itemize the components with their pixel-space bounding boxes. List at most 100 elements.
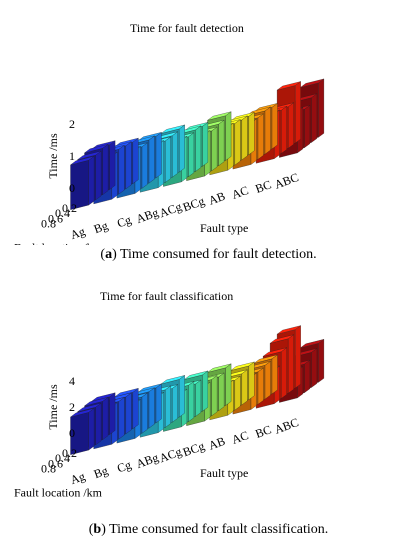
- bar-side-face: [172, 384, 178, 423]
- z-axis-label: Time /ms: [46, 133, 60, 179]
- bar-side-face: [248, 112, 255, 155]
- fault-type-tick-label: Bg: [92, 218, 110, 236]
- bar-side-face: [234, 375, 241, 411]
- bar-side-face: [155, 383, 162, 424]
- classification-chart: Time for fault classification 0 2 4 Time /m…: [14, 289, 325, 500]
- fault-type-tick-label: AC: [230, 183, 250, 202]
- bar-side-face: [318, 78, 325, 138]
- bar-side-face: [218, 119, 225, 166]
- bar-side-face: [304, 359, 311, 393]
- bar-top-face: [77, 150, 102, 160]
- bar-top-face: [253, 354, 278, 364]
- bar-side-face: [202, 122, 209, 167]
- bar-side-face: [264, 106, 271, 155]
- chart-title: Time for fault classification: [100, 289, 233, 303]
- location-tick-label: 0.6: [48, 456, 63, 470]
- bar-side-face: [271, 103, 278, 150]
- bar-side-face: [318, 339, 325, 383]
- bar-side-face: [95, 402, 102, 446]
- bar-top-face: [161, 124, 185, 134]
- y-axis-label: Fault type: [200, 221, 248, 235]
- location-tick-label: 0.8: [41, 217, 56, 231]
- fault-type-tick-label: BC: [253, 422, 273, 441]
- bar-side-face: [264, 361, 271, 400]
- fault-type-tick-label: Cg: [115, 457, 133, 475]
- bar-side-face: [148, 135, 155, 184]
- caption-a: (a) Time consumed for fault detection.: [100, 247, 317, 262]
- bar-side-face: [257, 367, 264, 405]
- bar-side-face: [188, 381, 195, 422]
- bar-side-face: [118, 397, 125, 440]
- bar-top-face: [184, 370, 208, 380]
- axes-layer: 0 1 2 Time /ms 0.20.40.60.8 Fault location /k…: [14, 117, 300, 245]
- fault-type-tick-label: BCg: [181, 194, 206, 215]
- fault-type-tick-label: BC: [253, 177, 273, 196]
- bar-side-face: [141, 392, 148, 434]
- bar-top-face: [207, 111, 232, 121]
- bar-side-face: [211, 375, 218, 417]
- bar-top-face: [77, 403, 102, 412]
- bar-top-face: [84, 397, 109, 407]
- bar-side-face: [125, 392, 132, 435]
- bar-side-face: [118, 145, 125, 195]
- bar-top-face: [70, 156, 95, 166]
- bar-top-face: [91, 392, 116, 402]
- bar-side-face: [281, 347, 287, 399]
- bar-side-face: [88, 408, 95, 451]
- bar-side-face: [179, 124, 185, 173]
- fault-type-tick-label: ABC: [272, 415, 300, 437]
- bar-side-face: [148, 387, 155, 429]
- fault-type-tick-label: Ag: [68, 469, 87, 487]
- location-tick-label: 0.4: [55, 451, 70, 465]
- detection-chart-panel: Time for fault detection 0 1 2 Time /ms 0.2 0…: [14, 21, 325, 262]
- caption-b: (b) Time consumed for fault classificati…: [88, 522, 329, 537]
- y-axis-label: Fault type: [200, 466, 248, 480]
- bar-side-face: [195, 379, 202, 417]
- z-axis-label: Time /ms: [46, 384, 60, 430]
- bar-side-face: [172, 131, 178, 178]
- bar-side-face: [211, 126, 218, 172]
- bar-side-face: [141, 142, 148, 189]
- chart-title: Time for fault detection: [130, 21, 244, 35]
- fault-type-tick-label: ACg: [157, 444, 183, 465]
- bar-top-face: [114, 388, 139, 398]
- bar-side-face: [288, 102, 294, 149]
- bars-layer: [70, 78, 325, 210]
- bar-side-face: [234, 119, 241, 166]
- fault-type-tick-label: ACg: [157, 199, 183, 220]
- bar-side-face: [225, 363, 232, 406]
- location-tick-label: 0.2: [62, 201, 77, 215]
- bar-side-face: [281, 106, 287, 154]
- location-tick-label: 0.6: [48, 211, 63, 225]
- caption-tag: b: [93, 522, 102, 537]
- bar-side-face: [132, 137, 139, 184]
- axes-layer: 0 2 4 Time /ms 0.20.40.60.8 Fault location /k…: [14, 374, 300, 500]
- fault-type-tick-label: Cg: [115, 212, 133, 230]
- fault-type-tick-label: ABg: [134, 450, 160, 471]
- bar-side-face: [257, 113, 264, 160]
- bar-top-face: [263, 347, 287, 357]
- bar-top-face: [230, 361, 255, 371]
- bar-side-face: [241, 115, 248, 161]
- bar-side-face: [241, 369, 248, 406]
- bar-side-face: [295, 81, 301, 144]
- bar-top-face: [277, 325, 301, 335]
- bar-side-face: [225, 111, 232, 161]
- fault-type-tick-label: ABC: [272, 170, 300, 192]
- bar-top-face: [300, 78, 324, 88]
- caption-tag: a: [105, 247, 113, 262]
- bar-side-face: [88, 156, 95, 206]
- bar-side-face: [179, 375, 185, 418]
- bars-layer: [70, 325, 325, 455]
- bar-side-face: [304, 105, 311, 148]
- bar-side-face: [311, 348, 318, 388]
- bar-Ag-0.8: [70, 156, 95, 210]
- bar-side-face: [165, 136, 171, 183]
- fault-type-tick-label: AB: [207, 189, 227, 208]
- z-tick-label: 0: [69, 426, 75, 440]
- fault-type-tick-label: AC: [230, 428, 250, 447]
- bar-side-face: [188, 132, 195, 177]
- bar-top-face: [277, 81, 301, 91]
- bar-side-face: [155, 132, 162, 179]
